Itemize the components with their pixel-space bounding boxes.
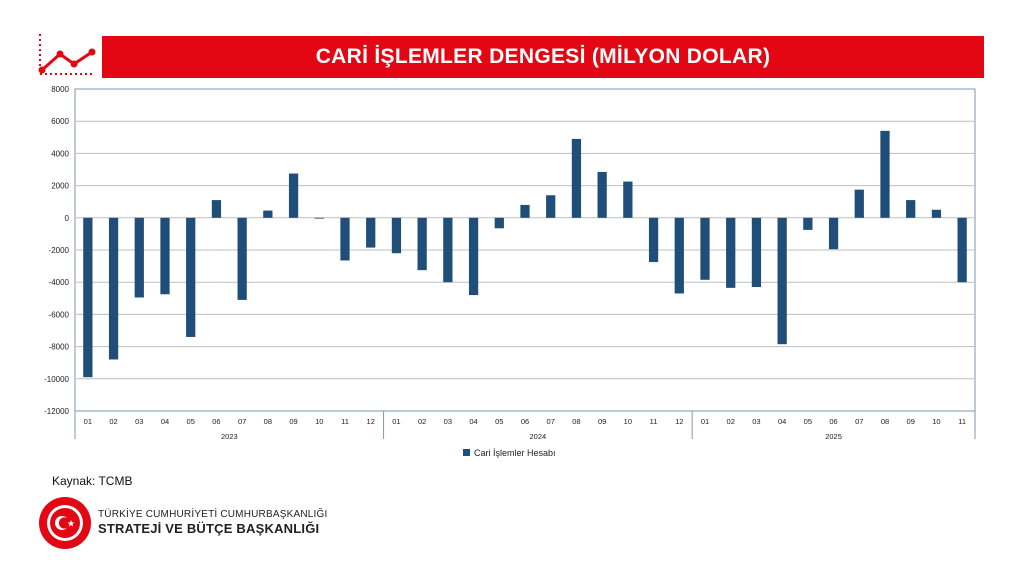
x-tick-label: 11: [650, 417, 658, 426]
year-label: 2023: [221, 432, 238, 441]
bar: [855, 190, 864, 218]
y-tick-label: -12000: [44, 407, 69, 416]
bar: [212, 200, 221, 218]
bar: [546, 195, 555, 218]
x-tick-label: 10: [932, 417, 940, 426]
bar: [495, 218, 504, 228]
x-tick-label: 09: [598, 417, 606, 426]
x-tick-label: 02: [109, 417, 117, 426]
bar: [135, 218, 144, 298]
bar: [623, 182, 632, 218]
x-tick-label: 10: [315, 417, 323, 426]
source-label: Kaynak: TCMB: [52, 474, 132, 488]
legend-swatch: [463, 449, 470, 456]
x-tick-label: 08: [572, 417, 580, 426]
x-tick-label: 06: [829, 417, 837, 426]
bar: [366, 218, 375, 248]
x-tick-label: 03: [135, 417, 143, 426]
x-tick-label: 12: [367, 417, 375, 426]
x-tick-label: 01: [84, 417, 92, 426]
y-tick-label: 4000: [51, 149, 69, 158]
bar: [315, 218, 324, 219]
y-tick-label: -2000: [49, 246, 70, 255]
x-tick-label: 02: [727, 417, 735, 426]
bar: [238, 218, 247, 300]
y-tick-label: 0: [65, 214, 70, 223]
x-tick-label: 07: [855, 417, 863, 426]
org-name-line1: TÜRKİYE CUMHURİYETİ CUMHURBAŞKANLIĞI: [98, 509, 327, 520]
y-tick-label: 6000: [51, 117, 69, 126]
current-account-chart: 8000 6000 4000 2000 0 -2000 -4000 -6000 -8000 -10…: [0, 0, 1024, 470]
bar: [726, 218, 735, 288]
bar: [880, 131, 889, 218]
y-tick-label: 8000: [51, 85, 69, 94]
x-tick-label: 02: [418, 417, 426, 426]
x-tick-label: 06: [212, 417, 220, 426]
bar: [572, 139, 581, 218]
institution-logo-icon: [38, 496, 92, 550]
bar: [392, 218, 401, 253]
x-tick-label: 04: [161, 417, 169, 426]
bar: [778, 218, 787, 344]
bar: [469, 218, 478, 295]
x-tick-label: 01: [392, 417, 400, 426]
x-tick-label: 11: [341, 417, 349, 426]
bar: [160, 218, 169, 294]
x-tick-label: 01: [701, 417, 709, 426]
x-tick-label: 11: [958, 417, 966, 426]
x-tick-label: 05: [495, 417, 503, 426]
org-name-line2: STRATEJİ VE BÜTÇE BAŞKANLIĞI: [98, 521, 319, 536]
x-tick-label: 05: [804, 417, 812, 426]
bar: [675, 218, 684, 294]
bar: [520, 205, 529, 218]
bar: [109, 218, 118, 360]
x-tick-label: 07: [238, 417, 246, 426]
bar: [289, 174, 298, 218]
year-label: 2025: [825, 432, 842, 441]
x-tick-label: 08: [881, 417, 889, 426]
x-tick-label: 09: [907, 417, 915, 426]
y-tick-label: -8000: [49, 343, 70, 352]
y-tick-label: -4000: [49, 278, 70, 287]
x-tick-label: 05: [187, 417, 195, 426]
bar: [418, 218, 427, 270]
x-tick-label: 08: [264, 417, 272, 426]
bar: [700, 218, 709, 280]
x-tick-label: 06: [521, 417, 529, 426]
bar: [340, 218, 349, 261]
bar: [932, 210, 941, 218]
bar: [906, 200, 915, 218]
bar: [649, 218, 658, 262]
x-tick-label: 03: [752, 417, 760, 426]
y-tick-label: -10000: [44, 375, 69, 384]
x-tick-label: 04: [469, 417, 477, 426]
legend-label: Cari İşlemler Hesabı: [474, 448, 556, 458]
x-tick-label: 09: [289, 417, 297, 426]
bar: [752, 218, 761, 287]
bar: [829, 218, 838, 249]
bar: [958, 218, 967, 282]
bar: [83, 218, 92, 377]
bar: [443, 218, 452, 282]
x-tick-label: 04: [778, 417, 786, 426]
bar: [598, 172, 607, 218]
y-tick-label: 2000: [51, 182, 69, 191]
bar: [803, 218, 812, 230]
x-tick-label: 10: [624, 417, 632, 426]
x-tick-label: 07: [547, 417, 555, 426]
x-tick-label: 03: [444, 417, 452, 426]
year-label: 2024: [530, 432, 547, 441]
y-tick-label: -6000: [49, 310, 70, 319]
bar: [186, 218, 195, 337]
x-tick-label: 12: [675, 417, 683, 426]
bar: [263, 211, 272, 218]
